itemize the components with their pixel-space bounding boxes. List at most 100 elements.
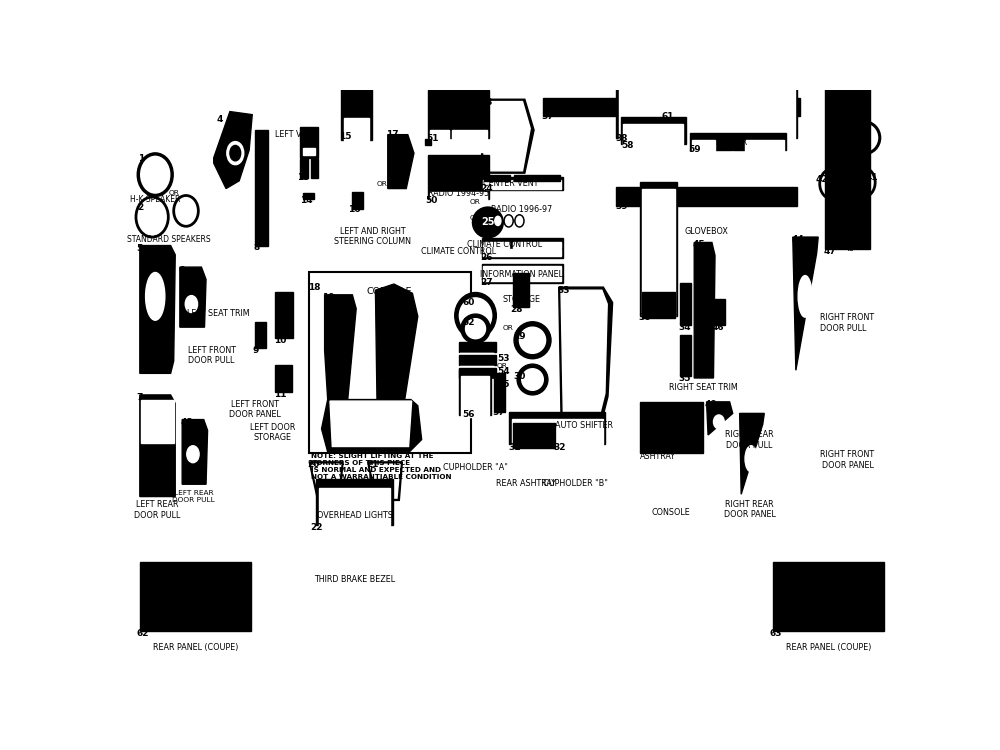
Text: 28: 28 bbox=[510, 304, 523, 313]
Text: 8: 8 bbox=[253, 243, 259, 252]
Ellipse shape bbox=[227, 142, 244, 165]
Bar bbox=[616, 80, 797, 138]
Polygon shape bbox=[370, 464, 400, 498]
Text: RIGHT SEAT TRIM: RIGHT SEAT TRIM bbox=[669, 382, 738, 392]
Text: CUPHOLDER "B": CUPHOLDER "B" bbox=[543, 478, 608, 488]
Text: OVERHEAD LIGHTS: OVERHEAD LIGHTS bbox=[317, 512, 393, 520]
Polygon shape bbox=[368, 462, 402, 500]
Bar bbox=[300, 159, 308, 178]
Bar bbox=[430, 158, 447, 167]
Text: 41: 41 bbox=[865, 173, 878, 182]
Text: 21: 21 bbox=[366, 460, 379, 470]
Text: 55: 55 bbox=[497, 380, 510, 389]
Text: 45: 45 bbox=[693, 240, 705, 249]
Text: STORAGE: STORAGE bbox=[503, 295, 541, 304]
Text: 14: 14 bbox=[300, 196, 313, 206]
Circle shape bbox=[461, 314, 490, 344]
Bar bbox=[513, 273, 529, 308]
Text: 46: 46 bbox=[712, 322, 725, 332]
Text: OR: OR bbox=[168, 190, 179, 196]
Circle shape bbox=[514, 322, 551, 358]
Text: H-K: H-K bbox=[854, 107, 867, 116]
Text: 6: 6 bbox=[178, 266, 185, 274]
Text: RADIO 1994-95: RADIO 1994-95 bbox=[428, 188, 489, 197]
Bar bbox=[623, 124, 683, 146]
Bar bbox=[483, 242, 509, 248]
Polygon shape bbox=[513, 300, 529, 307]
Text: OR: OR bbox=[502, 325, 513, 331]
Text: NOTE: SLIGHT LIFTING AT THE
CORNERS OF THIS PIECE
IS NORMAL AND EXPECTED AND
NOT: NOTE: SLIGHT LIFTING AT THE CORNERS OF T… bbox=[311, 454, 451, 481]
Bar bbox=[642, 292, 675, 318]
Circle shape bbox=[466, 319, 486, 339]
Text: 15: 15 bbox=[339, 132, 352, 141]
Text: 53: 53 bbox=[497, 354, 510, 363]
Text: LEFT FRONT
DOOR PANEL: LEFT FRONT DOOR PANEL bbox=[229, 400, 281, 419]
Bar bbox=[303, 194, 314, 200]
Polygon shape bbox=[182, 419, 208, 484]
Text: 35: 35 bbox=[678, 374, 691, 383]
Text: RIGHT REAR
DOOR PANEL: RIGHT REAR DOOR PANEL bbox=[724, 500, 776, 519]
Bar bbox=[621, 117, 686, 144]
Text: CONSOLE: CONSOLE bbox=[652, 508, 690, 517]
Polygon shape bbox=[180, 267, 206, 327]
Polygon shape bbox=[388, 135, 414, 188]
Text: 5: 5 bbox=[137, 244, 143, 253]
Bar bbox=[452, 130, 487, 140]
Text: 40: 40 bbox=[846, 128, 858, 137]
Text: 12: 12 bbox=[298, 138, 311, 147]
Text: 63: 63 bbox=[770, 629, 782, 638]
Bar bbox=[430, 199, 487, 214]
Text: 38: 38 bbox=[615, 134, 627, 143]
Bar bbox=[482, 264, 563, 283]
Bar bbox=[616, 187, 797, 206]
Polygon shape bbox=[312, 464, 341, 498]
Bar bbox=[773, 562, 884, 632]
Bar bbox=[459, 369, 491, 415]
Text: 47: 47 bbox=[824, 247, 836, 256]
Bar bbox=[663, 98, 800, 116]
Bar bbox=[428, 90, 489, 138]
Bar bbox=[430, 222, 453, 232]
Polygon shape bbox=[375, 284, 418, 400]
Text: 34: 34 bbox=[678, 322, 691, 332]
Bar bbox=[713, 298, 725, 325]
Bar bbox=[309, 272, 471, 454]
Text: 49: 49 bbox=[704, 400, 717, 409]
Bar bbox=[509, 412, 605, 444]
Text: 10: 10 bbox=[274, 336, 286, 345]
Text: 60: 60 bbox=[462, 298, 475, 307]
Text: 52: 52 bbox=[462, 318, 475, 327]
Ellipse shape bbox=[230, 146, 241, 160]
Bar bbox=[341, 74, 372, 140]
Text: 31: 31 bbox=[508, 442, 520, 452]
Bar bbox=[642, 189, 675, 318]
Bar bbox=[483, 180, 561, 188]
Text: GLOVEBOX: GLOVEBOX bbox=[685, 227, 728, 236]
Text: 54: 54 bbox=[497, 368, 510, 376]
Text: 44: 44 bbox=[791, 235, 804, 244]
Text: 11: 11 bbox=[274, 389, 286, 398]
Text: OR: OR bbox=[469, 200, 480, 206]
Text: REAR ASHTRAY: REAR ASHTRAY bbox=[496, 478, 556, 488]
Text: ASHTRAY: ASHTRAY bbox=[640, 452, 676, 461]
Ellipse shape bbox=[495, 216, 501, 226]
Polygon shape bbox=[793, 237, 818, 370]
Bar bbox=[319, 488, 390, 528]
Polygon shape bbox=[140, 395, 175, 496]
Text: 39: 39 bbox=[615, 202, 628, 211]
Text: LEFT REAR
DOOR PULL: LEFT REAR DOOR PULL bbox=[134, 500, 180, 520]
Text: 16: 16 bbox=[348, 206, 361, 214]
Bar bbox=[303, 148, 315, 155]
Bar bbox=[255, 130, 268, 245]
Text: 62: 62 bbox=[137, 629, 149, 638]
Polygon shape bbox=[484, 101, 530, 171]
Ellipse shape bbox=[459, 298, 492, 333]
Bar bbox=[680, 284, 691, 325]
Ellipse shape bbox=[504, 214, 513, 227]
Text: STANDARD
SPEAKERS
43: STANDARD SPEAKERS 43 bbox=[828, 224, 872, 253]
Circle shape bbox=[472, 207, 503, 238]
Text: LEFT FRONT
DOOR PULL: LEFT FRONT DOOR PULL bbox=[188, 346, 236, 365]
Text: 27: 27 bbox=[480, 278, 493, 287]
Bar bbox=[494, 374, 505, 412]
Bar bbox=[430, 140, 487, 152]
